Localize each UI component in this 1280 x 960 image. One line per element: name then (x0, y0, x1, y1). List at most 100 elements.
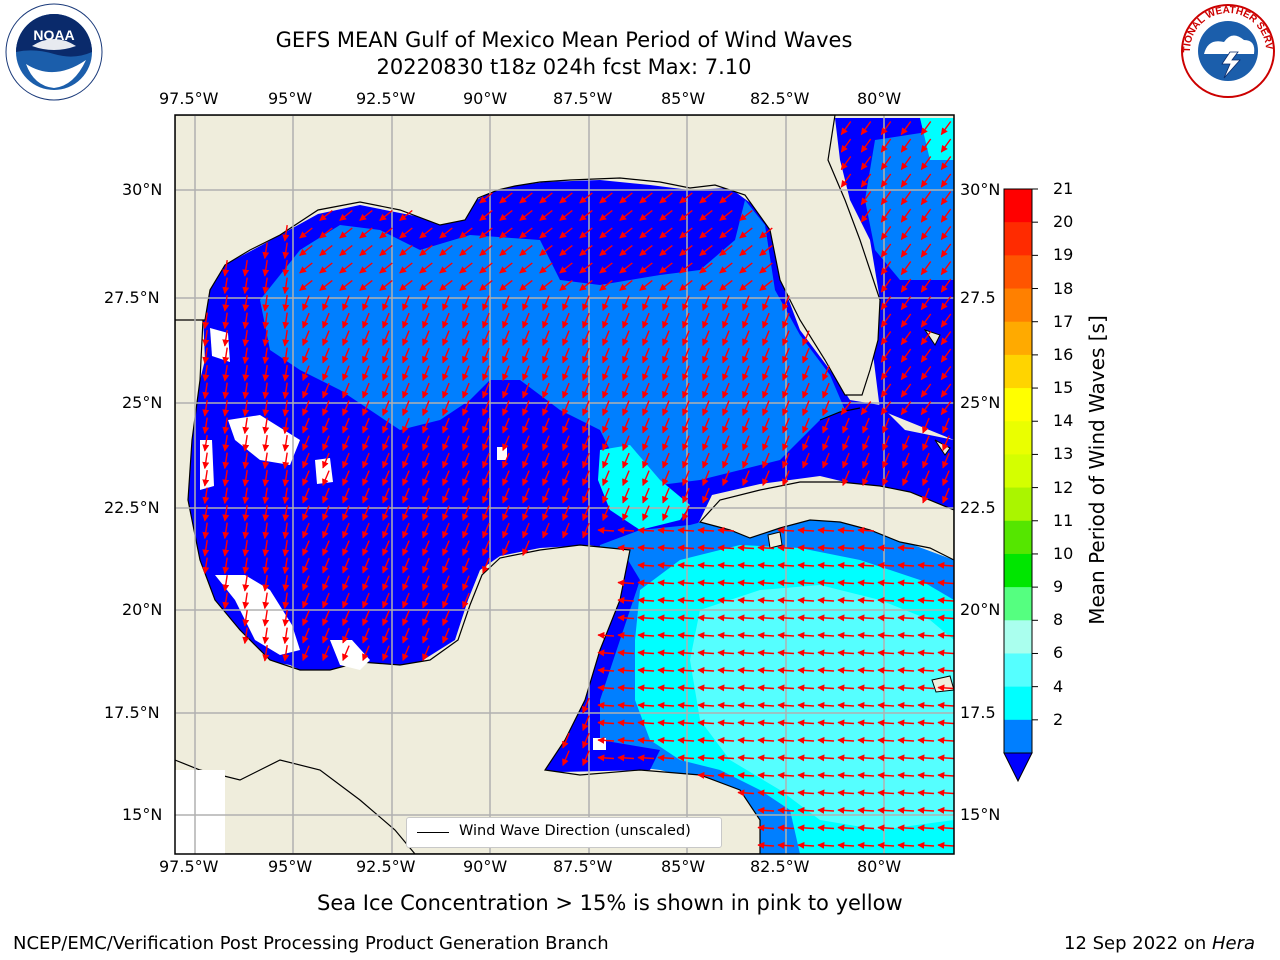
wind-wave-arrow (479, 227, 493, 239)
wind-wave-arrow (402, 365, 410, 382)
wind-wave-arrow (677, 649, 695, 657)
wind-wave-arrow (502, 540, 510, 557)
wind-wave-arrow (382, 575, 390, 592)
wind-wave-arrow (462, 295, 470, 312)
wind-wave-arrow (860, 121, 872, 136)
wind-wave-arrow (897, 614, 915, 622)
wind-wave-arrow (637, 596, 655, 604)
wind-wave-arrow (817, 701, 835, 709)
wind-wave-arrow (822, 382, 830, 399)
wind-wave-arrow (762, 470, 770, 487)
wind-wave-arrow (817, 771, 835, 779)
wind-wave-arrow (562, 470, 570, 487)
wind-wave-arrow (399, 209, 413, 222)
wind-wave-arrow (797, 596, 815, 604)
wind-wave-arrow (882, 452, 890, 469)
wind-wave-arrow (897, 649, 915, 657)
wind-wave-arrow (362, 330, 370, 347)
wind-wave-arrow (900, 348, 912, 363)
wind-wave-arrow (422, 312, 430, 329)
wind-wave-arrow (322, 627, 330, 644)
wind-wave-arrow (940, 401, 952, 416)
lon-label-top: 82.5°W (750, 89, 810, 108)
wind-wave-arrow (697, 526, 715, 534)
wind-wave-arrow (262, 522, 270, 540)
wind-wave-arrow (599, 209, 613, 222)
wind-wave-arrow (559, 227, 573, 239)
wind-wave-arrow (782, 470, 790, 487)
wind-wave-arrow (262, 364, 270, 382)
wind-wave-arrow (742, 312, 750, 329)
lon-label-top: 85°W (661, 89, 706, 108)
wind-wave-arrow (362, 627, 370, 644)
wind-wave-arrow (539, 262, 553, 274)
wind-wave-arrow (757, 806, 775, 814)
wind-wave-arrow (282, 592, 290, 610)
wind-wave-arrow (719, 227, 733, 239)
wind-wave-arrow (582, 417, 590, 434)
wind-wave-arrow (917, 754, 935, 762)
wind-wave-arrow (582, 715, 590, 732)
wind-wave-arrow (542, 312, 550, 329)
wind-wave-arrow (837, 614, 855, 622)
wind-wave-arrow (817, 806, 835, 814)
wind-wave-arrow (462, 435, 470, 452)
wind-wave-arrow (662, 295, 670, 312)
wind-wave-arrow (539, 244, 553, 257)
wind-wave-arrow (379, 262, 393, 274)
wind-wave-arrow (617, 631, 635, 639)
wind-wave-arrow (777, 841, 795, 849)
wind-wave-arrow (222, 557, 230, 575)
wind-wave-arrow (302, 505, 310, 522)
wind-wave-arrow (202, 399, 210, 417)
wind-wave-arrow (242, 469, 250, 487)
wind-wave-arrow (922, 452, 930, 469)
wind-wave-arrow (757, 841, 775, 849)
wind-wave-arrow (402, 540, 410, 557)
wind-wave-arrow (897, 579, 915, 587)
lon-label-top: 87.5°W (553, 89, 613, 108)
wind-wave-arrow (717, 614, 735, 622)
wind-wave-arrow (242, 592, 250, 610)
wind-wave-arrow (657, 701, 675, 709)
lat-label-left: 17.5°N (104, 703, 160, 722)
lon-label-bottom: 82.5°W (750, 857, 810, 876)
lon-label-top: 97.5°W (159, 89, 219, 108)
colorbar-tick-label: 13 (1053, 444, 1074, 464)
wind-wave-arrow (262, 347, 270, 365)
wind-wave-arrow (682, 382, 690, 399)
wind-wave-arrow (302, 365, 310, 382)
wind-wave-arrow (282, 609, 290, 627)
wind-wave-arrow (697, 684, 715, 692)
colorbar-tick-label: 20 (1053, 212, 1074, 232)
wind-wave-arrow (362, 295, 370, 312)
wind-wave-arrow (837, 579, 855, 587)
wind-wave-arrow (742, 417, 750, 434)
wind-wave-arrow (342, 330, 350, 347)
wind-wave-arrow (737, 736, 755, 744)
wind-wave-arrow (202, 487, 210, 505)
wind-wave-arrow (222, 399, 230, 417)
wind-wave-arrow (262, 434, 270, 452)
wind-wave-arrow (697, 736, 715, 744)
wind-wave-arrow (339, 244, 353, 257)
wind-wave-arrow (682, 365, 690, 382)
wind-wave-arrow (662, 417, 670, 434)
wind-wave-arrow (359, 209, 373, 222)
wind-wave-arrow (837, 754, 855, 762)
wind-wave-arrow (897, 596, 915, 604)
wind-wave-arrow (682, 312, 690, 329)
wind-wave-arrow (622, 417, 630, 434)
wind-wave-arrow (499, 279, 513, 292)
wind-wave-arrow (539, 279, 553, 292)
wind-wave-arrow (642, 452, 650, 469)
wind-wave-arrow (442, 470, 450, 487)
wind-wave-arrow (920, 313, 932, 328)
wind-wave-arrow (242, 417, 250, 435)
wind-wave-arrow (482, 452, 490, 469)
wind-wave-arrow (302, 312, 310, 329)
wind-wave-arrow (582, 505, 590, 522)
wind-wave-arrow (757, 789, 775, 797)
wind-wave-arrow (897, 806, 915, 814)
wind-wave-arrow (717, 666, 735, 674)
